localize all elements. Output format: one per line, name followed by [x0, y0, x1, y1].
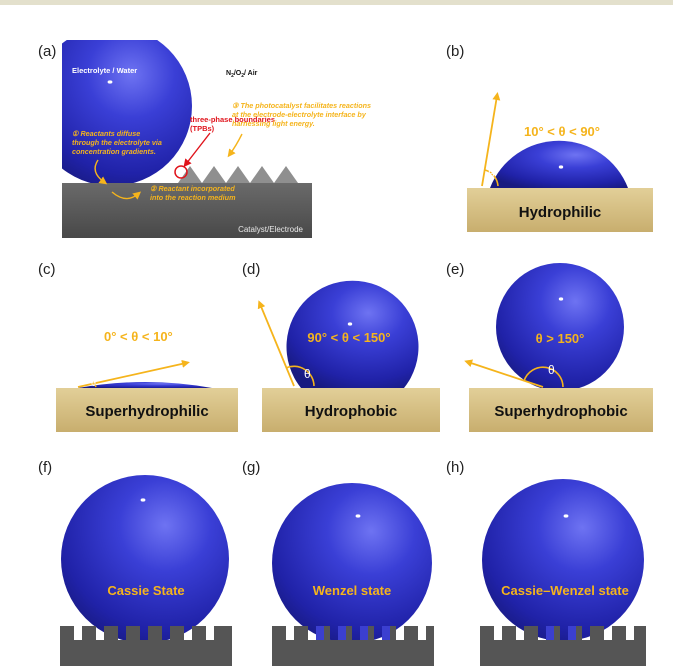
step2-line1: ② Reactant incorporated	[150, 184, 235, 193]
droplet-wenzel	[272, 483, 432, 643]
step1-arrow	[94, 159, 108, 185]
panel-e: (e) θ θ > 150° Superhydrophobic	[446, 261, 653, 432]
substrate-superhydrophilic	[56, 388, 238, 432]
substrate-hydrophilic	[467, 188, 653, 232]
top-border	[0, 0, 673, 5]
tpb-label-line2: (TPBs)	[190, 124, 215, 133]
contact-angle-arrow	[257, 300, 295, 387]
groove-water	[338, 626, 346, 640]
droplet-highlight	[563, 514, 569, 518]
step3-arrow	[227, 133, 243, 158]
panel-f-label: (f)	[38, 459, 52, 476]
droplet-superhydrophobic	[496, 263, 624, 391]
theta-symbol: θ	[548, 363, 555, 377]
contact-angle-arrow	[481, 92, 501, 187]
step1-line3: concentration gradients.	[72, 147, 156, 156]
droplet-highlight	[347, 322, 353, 326]
panel-a-label: (a)	[38, 43, 56, 60]
substrate-hydrophobic	[262, 388, 440, 432]
substrate-label: Hydrophobic	[305, 403, 398, 420]
droplet-hydrophilic	[490, 140, 628, 188]
droplet-hydrophobic	[286, 280, 419, 388]
panel-a: (a) Electrolyte / Water N2/O2/ Air three…	[38, 40, 371, 238]
droplet-highlight	[107, 80, 113, 84]
catalyst-tooth	[202, 166, 226, 183]
gas-label: N2/O2/ Air	[226, 70, 258, 79]
contact-angle-range: 10° < θ < 90°	[524, 124, 600, 139]
panel-h-label: (h)	[446, 459, 464, 476]
tpb-circle	[174, 165, 188, 179]
groove-water	[360, 626, 368, 640]
panel-g-label: (g)	[242, 459, 260, 476]
panel-c: (c) θ 0° < θ < 10° Superhydrophilic	[38, 261, 238, 432]
step1-line1: ① Reactants diffuse	[72, 129, 140, 138]
groove-water	[382, 626, 390, 640]
contact-angle-arrow	[464, 359, 544, 388]
theta-symbol: θ	[91, 378, 96, 388]
pillared-substrate	[60, 626, 232, 666]
catalyst-electrode-substrate	[62, 183, 312, 238]
panel-h: (h) Cassie–Wenzel state	[446, 459, 646, 666]
panel-b-label: (b)	[446, 43, 464, 60]
step1-line2: through the electrolyte via	[72, 138, 162, 147]
wetting-state-label: Wenzel state	[313, 583, 392, 598]
electrolyte-droplet	[62, 40, 192, 186]
droplet-cassie	[61, 475, 229, 643]
droplet-highlight	[355, 514, 361, 518]
substrate-label: Superhydrophobic	[494, 403, 627, 420]
panel-d-label: (d)	[242, 261, 260, 278]
catalyst-tooth	[226, 166, 250, 183]
step2-line2: into the reaction medium	[150, 193, 236, 202]
panel-e-label: (e)	[446, 261, 464, 278]
panel-b: (b) θ 10° < θ < 90° Hydrophilic	[446, 43, 653, 232]
contact-angle-range: 0° < θ < 10°	[104, 329, 173, 344]
droplet-cassie-wenzel	[482, 479, 644, 641]
theta-symbol: θ	[304, 367, 311, 381]
theta-symbol: θ	[488, 167, 495, 181]
substrate-label: Superhydrophilic	[85, 403, 208, 420]
substrate-superhydrophobic	[469, 388, 653, 432]
droplet-highlight	[558, 165, 564, 169]
contact-angle-arc	[523, 366, 564, 388]
panel-f: (f) Cassie State	[38, 459, 232, 666]
catalyst-tooth	[178, 166, 202, 183]
contact-angle-arc	[285, 365, 315, 387]
catalyst-tooth	[250, 166, 274, 183]
step3-line3: harnessing light energy.	[232, 119, 315, 128]
groove-water	[316, 626, 324, 640]
droplet-superhydrophilic	[78, 382, 212, 388]
tpb-label-line1: three-phase boundaries	[190, 115, 275, 124]
groove-water	[546, 626, 554, 640]
panel-d: (d) θ 90° < θ < 150° Hydrophobic	[242, 261, 440, 432]
pillared-substrate	[272, 626, 434, 666]
contact-angle-arc	[92, 381, 97, 388]
wetting-state-label: Cassie State	[107, 583, 184, 598]
electrolyte-label: Electrolyte / Water	[72, 66, 137, 75]
wetting-state-label: Cassie–Wenzel state	[501, 583, 629, 598]
step2-arrow	[111, 191, 142, 200]
contact-angle-arc	[484, 169, 499, 187]
catalyst-tooth	[274, 166, 298, 183]
contact-angle-range: 90° < θ < 150°	[307, 330, 390, 345]
tpb-arrow	[183, 132, 211, 168]
panel-c-label: (c)	[38, 261, 56, 278]
panel-g: (g) Wenzel state	[242, 459, 434, 666]
step3-line2: at the electrode-electrolyte interface b…	[232, 110, 367, 119]
step3-line1: ③ The photocatalyst facilitates reaction…	[232, 101, 371, 110]
contact-angle-range: θ > 150°	[536, 331, 585, 346]
groove-water	[568, 626, 576, 640]
droplet-highlight	[140, 498, 146, 502]
pillared-substrate	[480, 626, 646, 666]
contact-angle-arrow	[77, 359, 190, 388]
substrate-label: Hydrophilic	[519, 204, 602, 221]
droplet-highlight	[558, 297, 564, 301]
catalyst-electrode-label: Catalyst/Electrode	[238, 225, 303, 234]
